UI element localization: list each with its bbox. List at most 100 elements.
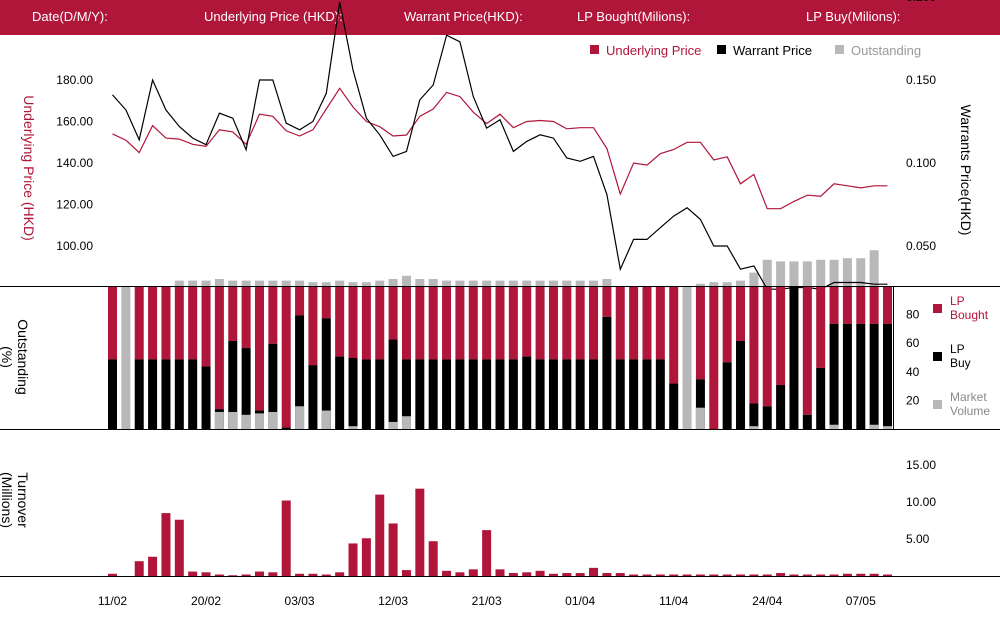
lp-bought-bar	[829, 287, 839, 324]
outstanding-bar	[468, 280, 478, 287]
lp-buy-bar	[535, 359, 545, 429]
outstanding-bar	[415, 279, 425, 287]
lp-buy-bar	[482, 359, 492, 429]
outstanding-bar	[736, 280, 746, 287]
lp-buy-label: LP Buy(Milions):	[806, 9, 901, 24]
x-tick-label: 20/02	[191, 594, 221, 608]
x-tick-label: 03/03	[285, 594, 315, 608]
turnover-bar	[669, 574, 679, 576]
lp-buy-bar	[228, 340, 238, 429]
turnover-bar	[562, 573, 572, 576]
lp-bought-bar	[562, 287, 572, 360]
lp-bought-bar	[575, 287, 585, 360]
lp-bought-bar	[722, 287, 732, 363]
outstanding-bar	[802, 261, 812, 287]
outstanding-bar	[241, 280, 251, 287]
outstanding-bar	[695, 283, 705, 287]
left-tick-label: 100.00	[56, 239, 93, 253]
turnover-bar	[695, 574, 705, 576]
outstanding-bar	[548, 280, 558, 287]
lp-buy-bar	[669, 383, 679, 429]
lp-buy-bar	[842, 323, 852, 429]
lp-bought-bar	[535, 287, 545, 360]
lp-buy-bar	[321, 318, 331, 429]
lp-bought-bar	[736, 287, 746, 341]
turnover-bar	[776, 573, 786, 576]
turnover-bar	[335, 572, 345, 576]
market-volume-bar	[214, 411, 224, 429]
market-volume-bar	[682, 287, 692, 429]
left-tick-label: 140.00	[56, 156, 93, 170]
outstanding-bar	[308, 282, 318, 287]
outstanding-bar	[442, 280, 452, 287]
lp-buy-bar	[108, 359, 117, 429]
legend-label: Buy	[950, 356, 971, 370]
lp-bought-bar	[108, 287, 117, 360]
turnover-bar	[241, 574, 251, 576]
market-volume-bar	[695, 407, 705, 429]
lp-buy-bar	[268, 343, 278, 429]
lp-bought-bar	[188, 287, 198, 360]
turnover-bar	[816, 574, 826, 576]
x-tick-label: 12/03	[378, 594, 408, 608]
lp-buy-bar	[134, 359, 144, 429]
turnover-bar	[108, 573, 117, 576]
turnover-bar	[883, 574, 892, 576]
lp-buy-bar	[816, 367, 826, 429]
turnover-bar	[161, 513, 171, 576]
turnover-bar	[482, 530, 492, 576]
market-volume-bar	[869, 424, 879, 429]
outstanding-bar	[361, 282, 371, 287]
outstanding-bar	[174, 280, 184, 287]
lp-buy-bar	[241, 348, 251, 429]
turnover-bar	[455, 572, 465, 576]
lp-buy-bar	[308, 365, 318, 429]
turnover-bar	[575, 573, 585, 576]
turnover-bar	[295, 573, 305, 576]
lp-bought-bar	[695, 287, 705, 380]
outstanding-bar	[508, 280, 518, 287]
lp-bought-bar	[455, 287, 465, 360]
x-tick-label: 11/04	[659, 594, 688, 608]
turnover-bar	[214, 574, 224, 576]
turnover-bar	[829, 574, 839, 576]
right-tick-label: 0.150	[906, 73, 936, 87]
outstanding-bar	[562, 280, 572, 287]
market-volume-bar	[348, 426, 358, 429]
x-tick-label: 21/03	[472, 594, 502, 608]
outstanding-bar	[749, 272, 759, 287]
lp-bought-bar	[522, 287, 532, 357]
legend-label: Underlying Price	[606, 43, 701, 58]
legend-swatch	[933, 400, 942, 409]
legend-swatch	[933, 352, 942, 361]
market-volume-bar	[829, 424, 839, 429]
lp-buy-bar	[401, 359, 411, 429]
x-tick-label: 11/02	[98, 594, 127, 608]
turnover-tick-label: 10.00	[906, 495, 936, 509]
series-line	[112, 1, 888, 290]
right-tick-label: 0.100	[906, 156, 936, 170]
lp-buy-bar	[201, 366, 211, 429]
market-volume-bar	[321, 410, 331, 429]
lp-bought-bar	[254, 287, 264, 411]
lp-bought-bar	[161, 287, 171, 360]
turnover-bar	[268, 572, 278, 576]
x-tick-label: 24/04	[752, 594, 782, 608]
turnover-bar	[308, 573, 318, 576]
turnover-bar	[736, 574, 746, 576]
left-tick-label: 120.00	[56, 198, 93, 212]
turnover-bar	[869, 573, 879, 576]
lp-bought-bar	[589, 287, 599, 360]
turnover-bar	[535, 570, 545, 576]
market-volume-bar	[241, 414, 251, 429]
lp-buy-bar	[148, 359, 158, 429]
right-tick-label: 0.200	[906, 0, 936, 4]
lp-bought-bar	[856, 287, 866, 324]
lp-buy-bar	[455, 359, 465, 429]
lp-bought-bar	[335, 287, 345, 357]
lp-bought-bar	[669, 287, 679, 384]
turnover-bar	[722, 574, 732, 576]
lp-bought-label: LP Bought(Milions):	[577, 9, 691, 24]
lp-bought-bar	[762, 287, 772, 407]
outstanding-bar	[776, 261, 786, 287]
